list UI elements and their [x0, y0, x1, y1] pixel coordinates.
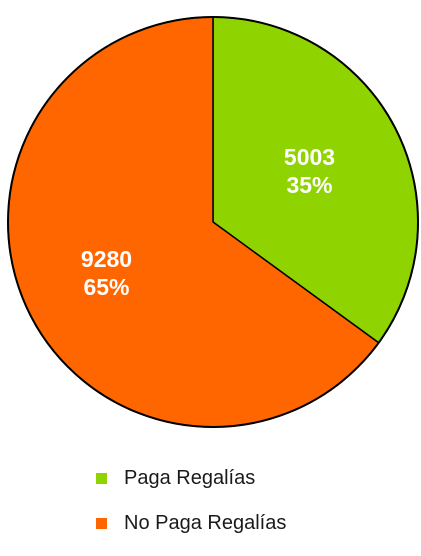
- legend: Paga Regalías No Paga Regalías: [96, 466, 286, 556]
- legend-swatch-paga-regalias: [96, 472, 107, 484]
- legend-label-no-paga-regalias: No Paga Regalías: [124, 511, 287, 534]
- legend-label-paga-regalias: Paga Regalías: [124, 466, 256, 489]
- data-label-value-no-paga-regalias: 9280: [81, 246, 132, 272]
- legend-item-no-paga-regalias: No Paga Regalías: [96, 511, 286, 535]
- data-label-percent-paga-regalias: 35%: [286, 172, 332, 198]
- legend-swatch-no-paga-regalias: [96, 517, 107, 529]
- data-label-value-paga-regalias: 5003: [284, 144, 335, 170]
- pie-outline: [7, 16, 419, 428]
- pie-slices: [7, 16, 419, 428]
- legend-item-paga-regalias: Paga Regalías: [96, 466, 286, 490]
- data-label-percent-no-paga-regalias: 65%: [83, 274, 129, 300]
